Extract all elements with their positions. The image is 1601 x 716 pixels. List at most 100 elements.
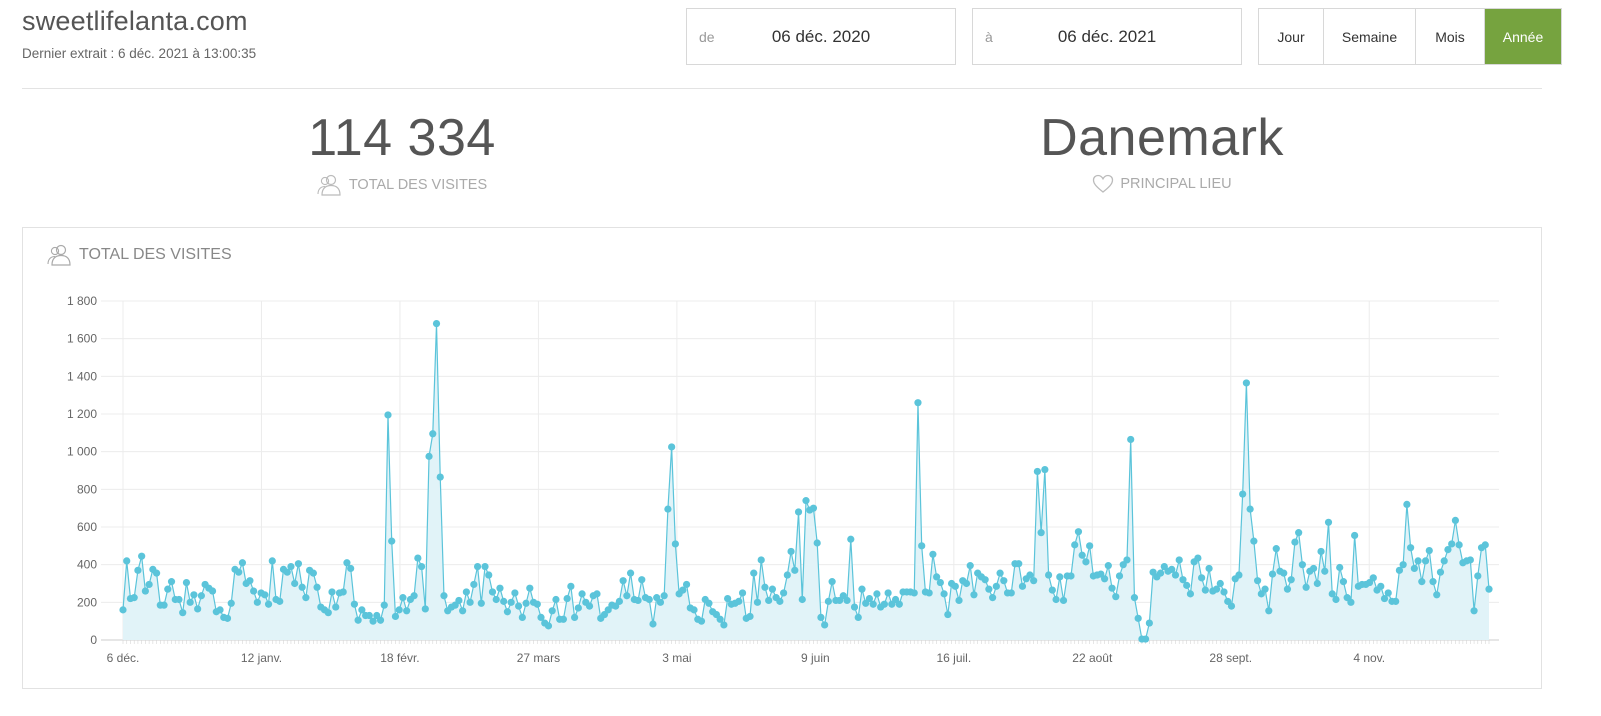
- data-point: [223, 614, 232, 622]
- data-point: [533, 600, 541, 608]
- data-point: [865, 594, 874, 603]
- data-point: [880, 600, 888, 608]
- data-point: [1123, 556, 1131, 564]
- data-point: [1104, 562, 1112, 570]
- x-tick-label: 6 déc.: [107, 651, 140, 665]
- data-point: [548, 607, 556, 615]
- data-point: [1287, 576, 1295, 584]
- data-point: [690, 606, 698, 614]
- data-point: [264, 600, 273, 608]
- data-point: [1332, 595, 1340, 604]
- data-point: [985, 585, 993, 593]
- period-button-week[interactable]: Semaine: [1324, 9, 1416, 64]
- data-point: [440, 592, 448, 600]
- data-point: [436, 473, 444, 481]
- data-point: [858, 585, 866, 593]
- data-point: [1395, 566, 1404, 574]
- period-button-day[interactable]: Jour: [1259, 9, 1324, 64]
- data-point: [1377, 582, 1385, 590]
- data-point: [208, 587, 217, 595]
- data-point: [421, 605, 429, 613]
- data-point: [298, 583, 306, 591]
- data-point: [167, 578, 176, 586]
- data-point: [246, 577, 254, 585]
- data-point: [175, 595, 183, 604]
- data-point: [1425, 546, 1433, 555]
- data-point: [966, 562, 974, 570]
- data-point: [847, 535, 855, 543]
- data-point: [1272, 545, 1280, 553]
- data-point: [216, 606, 224, 614]
- data-point: [1198, 574, 1206, 582]
- data-point: [895, 600, 903, 608]
- site-title: sweetlifelanta.com: [22, 6, 248, 36]
- data-point: [283, 568, 291, 576]
- data-point: [1082, 558, 1090, 566]
- data-point: [384, 411, 392, 419]
- data-point: [268, 557, 276, 565]
- y-tick-label: 1 200: [67, 407, 97, 421]
- data-point: [276, 597, 284, 605]
- data-point: [358, 606, 366, 614]
- data-point: [933, 573, 941, 581]
- data-point: [1059, 596, 1068, 605]
- date-from-field[interactable]: de 06 déc. 2020: [686, 8, 956, 65]
- data-point: [1250, 537, 1258, 545]
- data-point: [526, 584, 534, 592]
- data-point: [481, 562, 489, 571]
- kpi-top-place-value: Danemark: [1040, 109, 1284, 167]
- data-point: [1186, 590, 1195, 598]
- data-point: [417, 562, 426, 571]
- data-point: [473, 562, 482, 571]
- y-tick-label: 1 000: [67, 445, 97, 459]
- kpi-top-place-caption: PRINCIPAL LIEU: [812, 174, 1512, 194]
- data-point: [623, 592, 631, 600]
- data-point: [328, 588, 336, 596]
- data-point: [716, 615, 724, 623]
- data-point: [1112, 593, 1120, 601]
- data-point: [649, 620, 657, 628]
- data-point: [1384, 589, 1392, 597]
- data-point: [664, 505, 672, 513]
- data-point: [425, 452, 433, 460]
- data-point: [1429, 578, 1437, 586]
- data-point: [697, 617, 706, 625]
- data-point: [1283, 585, 1292, 593]
- data-point: [332, 603, 340, 611]
- data-point: [1298, 561, 1306, 569]
- data-point: [1212, 585, 1221, 593]
- date-to-field[interactable]: à 06 déc. 2021: [972, 8, 1242, 65]
- data-point: [466, 598, 474, 606]
- data-point: [459, 607, 467, 615]
- period-button-month[interactable]: Mois: [1416, 9, 1485, 64]
- data-point: [134, 566, 142, 574]
- data-point: [350, 600, 358, 608]
- y-tick-label: 1 800: [67, 294, 97, 308]
- data-point: [951, 582, 959, 590]
- data-point: [1399, 561, 1407, 569]
- data-point: [518, 613, 526, 621]
- data-point: [1145, 619, 1153, 627]
- data-point: [996, 569, 1004, 577]
- data-point: [1074, 528, 1083, 536]
- data-point: [940, 590, 948, 598]
- data-point: [488, 588, 497, 596]
- data-point: [578, 590, 586, 598]
- data-point: [503, 608, 512, 616]
- data-point: [936, 578, 944, 587]
- date-from-prefix: de: [699, 29, 715, 45]
- data-point: [1324, 518, 1333, 526]
- data-point: [496, 584, 504, 592]
- period-button-year[interactable]: Année: [1485, 9, 1561, 64]
- data-point: [1086, 542, 1094, 550]
- data-point: [791, 566, 799, 574]
- data-point: [1194, 554, 1202, 562]
- data-point: [638, 576, 646, 584]
- data-point: [593, 590, 601, 598]
- data-point: [1242, 379, 1250, 387]
- data-point: [1127, 435, 1135, 444]
- data-point: [1351, 531, 1359, 540]
- data-point: [1407, 544, 1415, 552]
- date-from-value: 06 déc. 2020: [771, 27, 871, 46]
- data-point: [563, 594, 571, 603]
